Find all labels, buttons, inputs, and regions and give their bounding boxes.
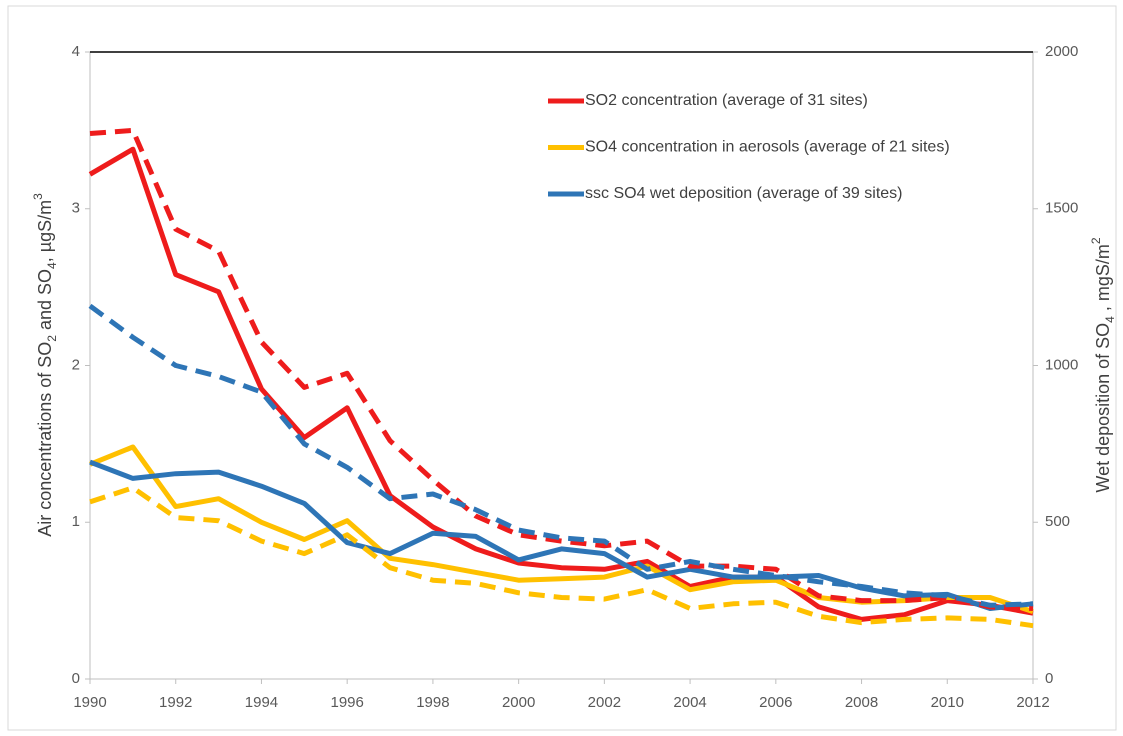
y-tick-label: 1 (72, 513, 80, 530)
x-tick-label: 2000 (502, 694, 535, 711)
axis-label-part: and SO (35, 269, 55, 335)
y2-tick-label: 500 (1045, 513, 1070, 530)
series-line (88, 146, 1034, 622)
legend-label: SO4 concentration in aerosols (average o… (585, 139, 950, 156)
y-tick-label: 3 (72, 200, 80, 217)
x-tick-label: 1990 (73, 694, 106, 711)
series-line (88, 303, 1034, 608)
axis-label-part: , µgS/m (35, 200, 55, 262)
x-tick-label: 2002 (588, 694, 621, 711)
x-tick-label: 2010 (931, 694, 964, 711)
axis-label-part: 2 (45, 335, 59, 342)
x-tick-label: 2008 (845, 694, 878, 711)
y2-tick-label: 1000 (1045, 356, 1078, 373)
axis-label-part: , mgS/m (1093, 244, 1113, 316)
y2-tick-label: 0 (1045, 670, 1053, 687)
axis-label-part: 4 (45, 262, 59, 269)
series-line (89, 485, 1034, 629)
y2-tick-label: 1500 (1045, 200, 1078, 217)
legend-label: ssc SO4 wet deposition (average of 39 si… (585, 185, 903, 202)
y2-tick-label: 2000 (1045, 43, 1078, 60)
y-tick-label: 2 (72, 356, 80, 373)
x-tick-label: 2004 (673, 694, 706, 711)
x-tick-label: 1996 (330, 694, 363, 711)
axis-label-part: 3 (31, 193, 45, 200)
x-tick-label: 2012 (1016, 694, 1049, 711)
chart-border (7, 5, 1117, 731)
series-line (89, 459, 1034, 611)
axis-label-part: Wet deposition of SO (1093, 323, 1113, 493)
axis-label: Wet deposition of SO4 , mgS/m2 (1089, 237, 1117, 492)
x-tick-label: 2006 (759, 694, 792, 711)
axis-label: Air concentrations of SO2 and SO4, µgS/m… (31, 193, 59, 537)
axis-label-part: 4 (1103, 316, 1117, 323)
x-tick-label: 1994 (245, 694, 278, 711)
y-tick-label: 0 (72, 670, 80, 687)
axis-label-part: 2 (1089, 237, 1103, 244)
series-line (89, 444, 1034, 614)
series-line (89, 127, 1034, 611)
legend-label: SO2 concentration (average of 31 sites) (585, 92, 868, 109)
x-tick-label: 1998 (416, 694, 449, 711)
y-tick-label: 4 (72, 43, 80, 60)
x-tick-label: 1992 (159, 694, 192, 711)
axis-label-part: Air concentrations of SO (35, 342, 55, 537)
